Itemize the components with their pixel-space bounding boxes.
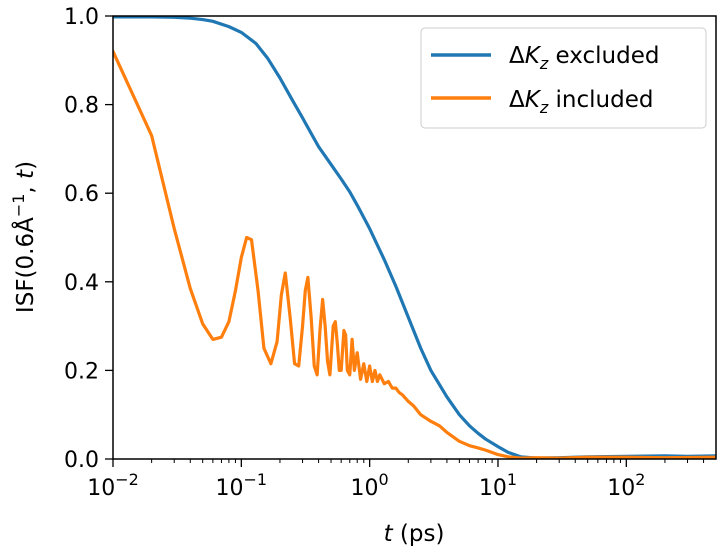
series-layer bbox=[113, 16, 716, 459]
y-tick-label-4: 0.8 bbox=[64, 94, 99, 119]
x-axis-label: t (ps) bbox=[384, 521, 445, 547]
y-tick-label-0: 0.0 bbox=[64, 448, 99, 473]
ticks-layer: 10−2 10−1 100 101 102 0.0 0.2 0.4 0.6 0.8 1.0 bbox=[64, 5, 705, 501]
x-tick-label-1: 10−1 bbox=[216, 470, 268, 501]
y-tick-label-1: 0.2 bbox=[64, 359, 99, 384]
series-line-1 bbox=[113, 49, 716, 459]
legend-label-included: ΔKz included bbox=[509, 87, 653, 117]
legend: ΔKz excluded ΔKz included bbox=[420, 27, 707, 129]
x-tick-label-0: 10−2 bbox=[87, 470, 139, 501]
x-tick-label-2: 100 bbox=[351, 470, 389, 501]
y-axis-label: ISF(0.6Å−1, t) bbox=[9, 161, 39, 313]
y-tick-label-5: 1.0 bbox=[64, 5, 99, 30]
x-tick-label-3: 101 bbox=[479, 470, 517, 501]
legend-label-excluded: ΔKz excluded bbox=[509, 43, 659, 73]
plot-frame bbox=[112, 15, 717, 460]
y-tick-label-3: 0.6 bbox=[64, 182, 99, 207]
x-tick-label-4: 102 bbox=[607, 470, 645, 501]
y-tick-label-2: 0.4 bbox=[64, 271, 99, 296]
legend-box bbox=[420, 27, 707, 129]
